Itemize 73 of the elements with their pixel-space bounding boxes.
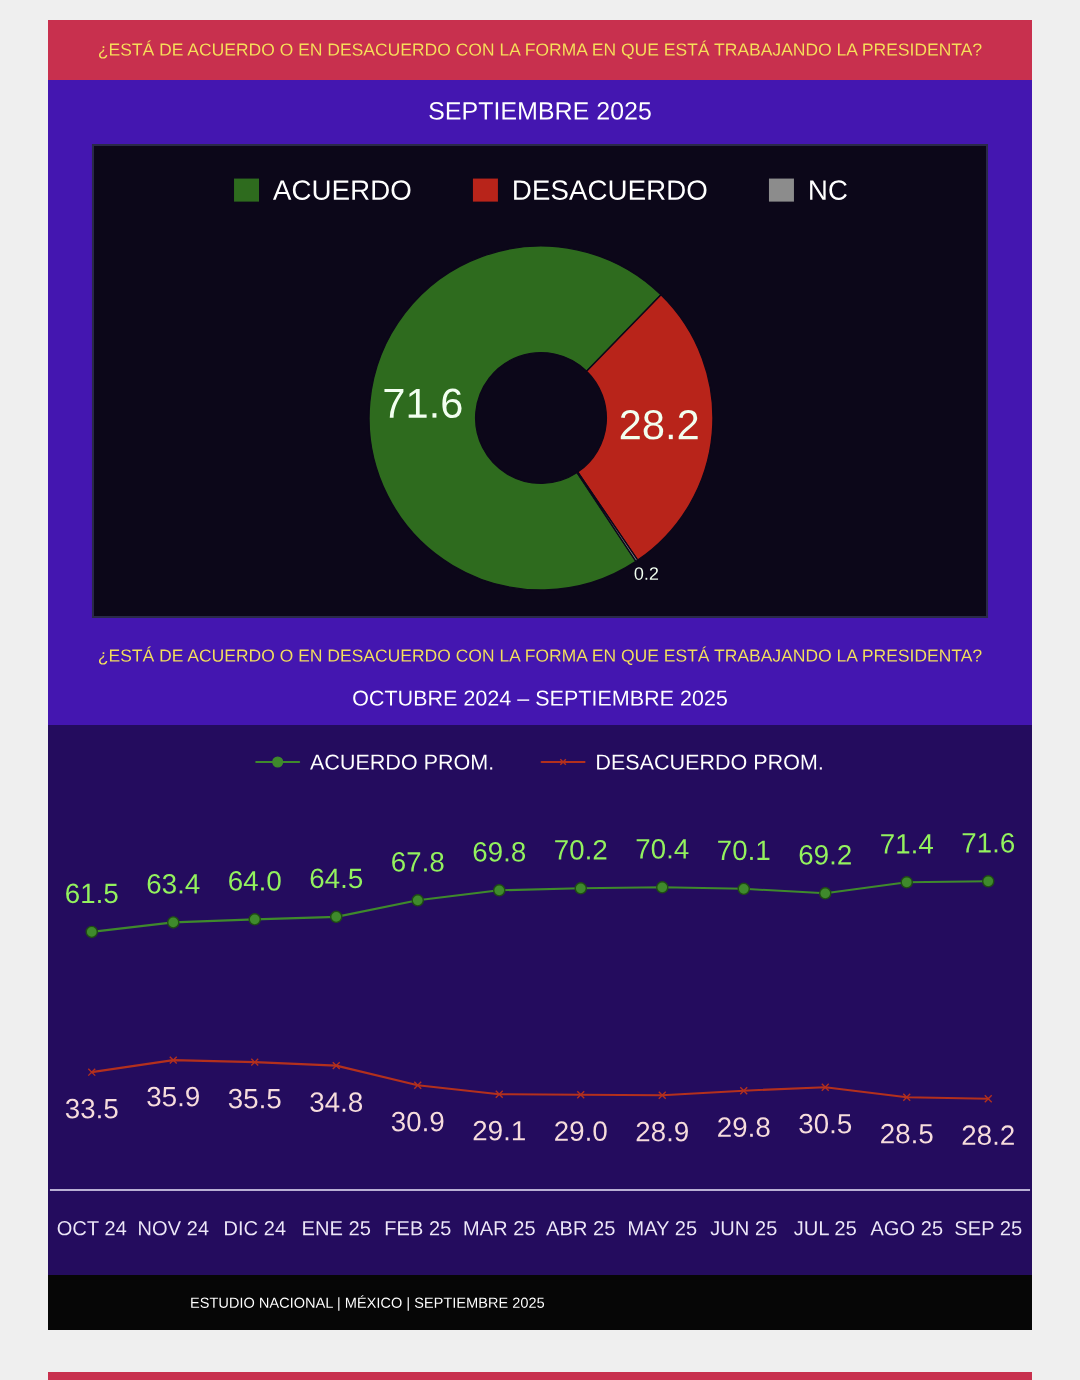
data-label: 30.9 [391, 1111, 444, 1132]
x-tick-label: NOV 24 [139, 1221, 209, 1236]
point [495, 1090, 504, 1099]
data-label: 33.5 [65, 1098, 118, 1119]
point [248, 913, 262, 926]
chart-subtitle: OCTUBRE 2024 – SEPTIEMBRE 2025 [353, 690, 727, 706]
point [332, 1061, 341, 1070]
data-label: 28.9 [636, 1121, 688, 1142]
point [85, 925, 99, 939]
text: ESTUDIO NACIONAL | MÉXICO | SEPTIEMBRE 2025 [191, 1295, 545, 1311]
point [737, 882, 751, 896]
x-tick-label: AGO 25 [870, 1221, 943, 1236]
data-label: 30.5 [799, 1113, 852, 1134]
data-label: 0.2 [634, 567, 659, 580]
x-tick-label: MAR 25 [464, 1221, 535, 1236]
x-tick-label: FEB 25 [385, 1221, 451, 1236]
x-tick-label: JUN 25 [710, 1221, 777, 1236]
point [902, 1093, 911, 1102]
point [981, 875, 995, 888]
data-label: 29.1 [473, 1120, 525, 1141]
data-label: 69.2 [799, 845, 851, 865]
x-tick-label: OCT 24 [57, 1221, 127, 1236]
chart-subtitle: SEPTIEMBRE 2025 [429, 102, 651, 120]
data-label: 63.4 [147, 874, 200, 894]
data-label: 29.0 [555, 1121, 607, 1142]
point [87, 1067, 96, 1077]
data-label: 35.5 [228, 1088, 281, 1109]
data-label: 28.5 [881, 1123, 933, 1144]
chart-title: ¿ESTÁ DE ACUERDO O EN DESACUERDO CON LA FORMA EN QUE ESTÁ TRABAJANDO LA PRESIDENTA? [98, 646, 982, 665]
point [900, 876, 914, 889]
point [739, 1086, 748, 1095]
point [658, 1091, 667, 1100]
point [250, 1057, 259, 1067]
legend-label: ACUERDO PROM. [310, 754, 493, 770]
legend-label: NC [810, 180, 847, 200]
x-tick-label: JUL 25 [794, 1221, 856, 1236]
point [574, 882, 588, 895]
legend-label: ACUERDO [272, 180, 411, 200]
point [818, 887, 832, 900]
data-label: 67.8 [392, 852, 444, 872]
point [576, 1090, 585, 1099]
point [329, 910, 343, 924]
data-label: 71.6 [962, 832, 1015, 853]
data-label: 64.0 [229, 871, 281, 891]
data-label: 71.6 [384, 388, 462, 419]
data-label: 61.5 [66, 883, 118, 904]
data-label: 28.2 [620, 410, 698, 440]
x-tick-label: SEP 25 [955, 1221, 1022, 1236]
point [166, 916, 180, 929]
point [984, 1094, 993, 1103]
data-label: 70.4 [636, 838, 689, 859]
chart-title: ¿ESTÁ DE ACUERDO O EN DESACUERDO CON LA FORMA EN QUE ESTÁ TRABAJANDO LA PRESIDENTA? [98, 40, 982, 59]
data-label: 64.5 [310, 868, 363, 889]
data-label: 29.8 [718, 1117, 770, 1138]
point [413, 1081, 422, 1090]
data-label: 28.2 [962, 1125, 1014, 1146]
point [655, 881, 669, 894]
legend-label: DESACUERDO [514, 180, 707, 200]
point [411, 894, 425, 907]
data-label: 34.8 [310, 1092, 363, 1112]
x-tick-label: DIC 24 [225, 1221, 286, 1236]
legend-label: DESACUERDO PROM. [597, 754, 822, 770]
point [492, 884, 506, 897]
data-label: 69.8 [473, 842, 526, 862]
x-tick-label: MAY 25 [629, 1221, 697, 1236]
point [169, 1055, 178, 1065]
x-tick-label: ABR 25 [546, 1221, 615, 1236]
point [821, 1083, 830, 1092]
data-label: 35.9 [147, 1086, 199, 1107]
x-tick-label: ENE 25 [303, 1221, 371, 1236]
data-label: 71.4 [881, 834, 933, 854]
data-label: 70.1 [718, 840, 770, 861]
data-label: 70.2 [555, 839, 607, 860]
